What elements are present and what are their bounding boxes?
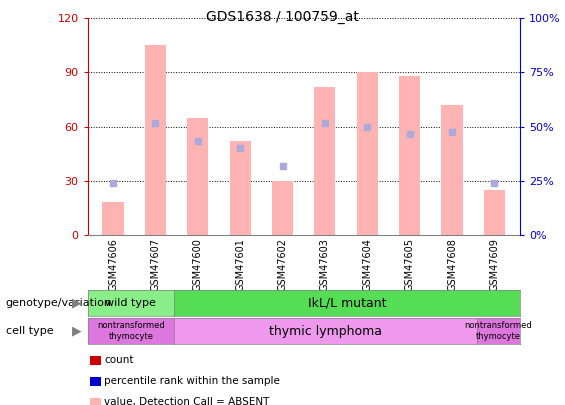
Point xyxy=(151,120,160,126)
Text: cell type: cell type xyxy=(6,326,53,336)
Text: thymic lymphoma: thymic lymphoma xyxy=(269,324,382,338)
Bar xyxy=(272,181,293,235)
Point xyxy=(490,179,499,186)
Bar xyxy=(187,117,208,235)
Point xyxy=(447,129,457,135)
Text: nontransformed
thymocyte: nontransformed thymocyte xyxy=(97,322,164,341)
Text: percentile rank within the sample: percentile rank within the sample xyxy=(104,376,280,386)
Point xyxy=(108,179,118,186)
Text: nontransformed
thymocyte: nontransformed thymocyte xyxy=(464,322,532,341)
Bar xyxy=(357,72,378,235)
Point xyxy=(236,145,245,151)
Point xyxy=(193,138,202,144)
Text: wild type: wild type xyxy=(105,298,157,308)
Text: GDS1638 / 100759_at: GDS1638 / 100759_at xyxy=(206,10,359,24)
Bar xyxy=(399,76,420,235)
Point xyxy=(405,130,414,137)
Text: value, Detection Call = ABSENT: value, Detection Call = ABSENT xyxy=(104,397,270,405)
Bar xyxy=(484,190,505,235)
Text: ▶: ▶ xyxy=(72,324,82,338)
Bar xyxy=(314,87,336,235)
Bar xyxy=(145,45,166,235)
Bar xyxy=(229,141,251,235)
Bar xyxy=(441,105,463,235)
Text: genotype/variation: genotype/variation xyxy=(6,298,112,308)
Text: count: count xyxy=(104,355,133,365)
Point xyxy=(320,120,329,126)
Point xyxy=(278,163,287,170)
Text: IkL/L mutant: IkL/L mutant xyxy=(308,296,386,309)
Bar xyxy=(102,202,124,235)
Point xyxy=(363,124,372,130)
Text: ▶: ▶ xyxy=(72,296,82,309)
